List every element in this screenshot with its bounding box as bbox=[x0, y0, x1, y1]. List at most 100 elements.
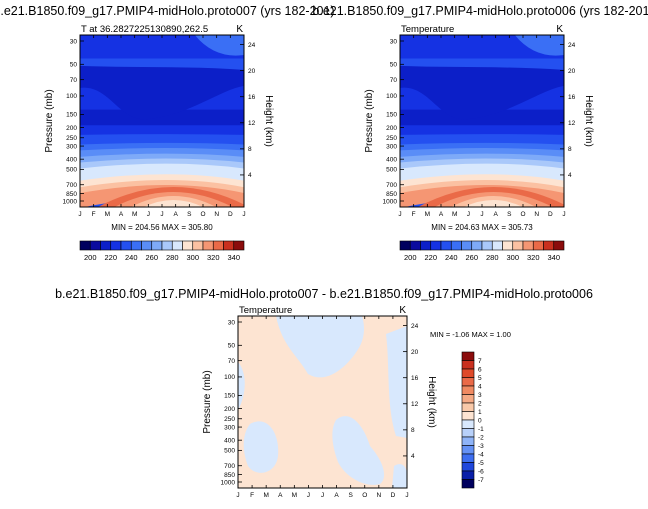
panel2-contour-band bbox=[400, 134, 564, 146]
panel2-colorbar-swatch bbox=[522, 240, 534, 251]
panel3-colorbar-label: 4 bbox=[478, 383, 482, 390]
panel1-ytick-label: 850 bbox=[66, 191, 77, 198]
panel3-xtick-label: S bbox=[348, 492, 353, 499]
panel3-contour-region bbox=[392, 464, 407, 488]
panel1-contour-field bbox=[80, 35, 244, 207]
panel2-y2tick-label: 4 bbox=[568, 172, 572, 179]
panel2-colorbar-swatch bbox=[461, 240, 473, 251]
panel1-y2tick-label: 20 bbox=[248, 68, 256, 75]
panel3-colorbar-label: -1 bbox=[478, 426, 484, 433]
panel1-colorbar-swatch bbox=[151, 240, 163, 251]
panel3-colorbar-label: -4 bbox=[478, 451, 484, 458]
panel1-ytick-label: 1000 bbox=[63, 198, 78, 205]
panel3-colorbar-swatch bbox=[461, 445, 475, 455]
panel2-colorbar-label: 320 bbox=[527, 253, 540, 262]
panel3-xtick-label: D bbox=[391, 492, 396, 499]
panel2-colorbar-swatch bbox=[409, 240, 421, 251]
panel2-y2tick-label: 24 bbox=[568, 42, 576, 49]
panel1-y2tick-label: 16 bbox=[248, 94, 256, 101]
panel1-ytick-label: 70 bbox=[70, 77, 78, 84]
panel3-colorbar-label: 7 bbox=[478, 358, 482, 365]
panel3-colorbar-label: 1 bbox=[478, 409, 482, 416]
panel1-ytick-label: 200 bbox=[66, 125, 77, 132]
panel1-y2tick-label: 24 bbox=[248, 42, 256, 49]
panel1-colorbar-label: 300 bbox=[186, 253, 199, 262]
panel3-xtick-label: J bbox=[236, 492, 239, 499]
panel3-xtick-label: N bbox=[376, 492, 381, 499]
panel2-colorbar-label: 240 bbox=[445, 253, 458, 262]
panel1-colorbar-swatch bbox=[141, 240, 153, 251]
panel2-xtick-label: J bbox=[562, 211, 565, 218]
panel2-xtick-label: S bbox=[507, 211, 512, 218]
panel1-xtick-label: F bbox=[92, 211, 96, 218]
panel2-colorbar-swatch bbox=[491, 240, 503, 251]
panel3-colorbar: 76 54 32 10 -1-2 -3-4 -5-6 -7 bbox=[461, 351, 484, 489]
panel3-y2tick-label: 24 bbox=[411, 323, 419, 330]
panel2-ytick-label: 30 bbox=[390, 38, 398, 45]
panel1-xtick-label: M bbox=[132, 211, 137, 218]
panel2-y2tick-label: 20 bbox=[568, 68, 576, 75]
panel1-ytick-label: 50 bbox=[70, 62, 78, 69]
panel1-colorbar: 200 220 240 260 280 300 320 340 bbox=[79, 240, 245, 262]
panel2-colorbar-swatch bbox=[450, 240, 462, 251]
panel1-colorbar-swatch bbox=[130, 240, 142, 251]
panel1-right-label: K bbox=[236, 24, 243, 35]
panel2-ytick-label: 150 bbox=[386, 112, 397, 119]
panel2-ylabel: Pressure (mb) bbox=[364, 89, 375, 152]
panel3-title: b.e21.B1850.f09_g17.PMIP4-midHolo.proto0… bbox=[55, 287, 593, 301]
panel1-xtick-label: J bbox=[242, 211, 245, 218]
panel3-ytick-label: 50 bbox=[228, 343, 236, 350]
panel2-minmax: MIN = 204.63 MAX = 305.73 bbox=[431, 223, 533, 232]
panel2-xtick-label: F bbox=[412, 211, 416, 218]
panel3-contour-field bbox=[238, 316, 407, 488]
panel2-colorbar-swatch bbox=[512, 240, 524, 251]
panel3-colorbar-label: 6 bbox=[478, 366, 482, 373]
panel3-ytick-label: 300 bbox=[224, 424, 235, 431]
panel3-y2tick-label: 8 bbox=[411, 427, 415, 434]
panel1-colorbar-swatch bbox=[233, 240, 245, 251]
panel1-ytick-label: 250 bbox=[66, 135, 77, 142]
panel1-colorbar-swatch bbox=[182, 240, 194, 251]
panel3-contour-region bbox=[276, 316, 364, 378]
panel3-colorbar-label: -7 bbox=[478, 477, 484, 484]
panel2-contour-field bbox=[400, 35, 564, 207]
panel2-colorbar-swatch bbox=[430, 240, 442, 251]
panel3-colorbar-swatch bbox=[461, 385, 475, 395]
panel3-contour-region bbox=[386, 326, 407, 438]
panel3-y2tick-label: 4 bbox=[411, 453, 415, 460]
panel1-ytick-label: 30 bbox=[70, 38, 78, 45]
panel1-y2tick-label: 8 bbox=[248, 146, 252, 153]
panel3-ytick-label: 850 bbox=[224, 472, 235, 479]
panel3-xtick-label: M bbox=[263, 492, 268, 499]
panel2-ytick-label: 50 bbox=[390, 62, 398, 69]
panel3-contour-region bbox=[243, 421, 279, 473]
panel1-contour-band bbox=[80, 65, 244, 120]
panel2-xtick-label: J bbox=[398, 211, 401, 218]
panel1-contour-band bbox=[80, 109, 244, 127]
panel3-colorbar-label: 2 bbox=[478, 400, 482, 407]
panel3-colorbar-swatch bbox=[461, 453, 475, 463]
panel3-y2label: Height (km) bbox=[426, 376, 437, 428]
panel1-title: b.e21.B1850.f09_g17.PMIP4-midHolo.proto0… bbox=[0, 4, 335, 18]
panel1-xtick-label: J bbox=[78, 211, 81, 218]
panel1-y2tick-label: 4 bbox=[248, 172, 252, 179]
panel2-ytick-label: 850 bbox=[386, 191, 397, 198]
panel3-colorbar-swatch bbox=[461, 462, 475, 472]
panel1-minmax: MIN = 204.56 MAX = 305.80 bbox=[111, 223, 213, 232]
panel2-xtick-label: A bbox=[439, 211, 444, 218]
panel1-contour-band bbox=[80, 168, 244, 182]
panel2-xtick-label: O bbox=[520, 211, 525, 218]
panel2-xtick-label: N bbox=[534, 211, 539, 218]
panel3-colorbar-label: -2 bbox=[478, 434, 484, 441]
panel3-xtick-label: A bbox=[278, 492, 283, 499]
panel3-colorbar-swatch bbox=[461, 436, 475, 446]
panel1-colorbar-label: 320 bbox=[207, 253, 220, 262]
panel2-y2tick-label: 8 bbox=[568, 146, 572, 153]
panel2-colorbar-label: 220 bbox=[424, 253, 437, 262]
panel3-ytick-label: 30 bbox=[228, 319, 236, 326]
panel3-y2tick-label: 16 bbox=[411, 375, 419, 382]
panel3-colorbar-swatch bbox=[461, 428, 475, 438]
panel3-y2tick-label: 12 bbox=[411, 401, 419, 408]
panel2-right-label: K bbox=[556, 24, 563, 35]
